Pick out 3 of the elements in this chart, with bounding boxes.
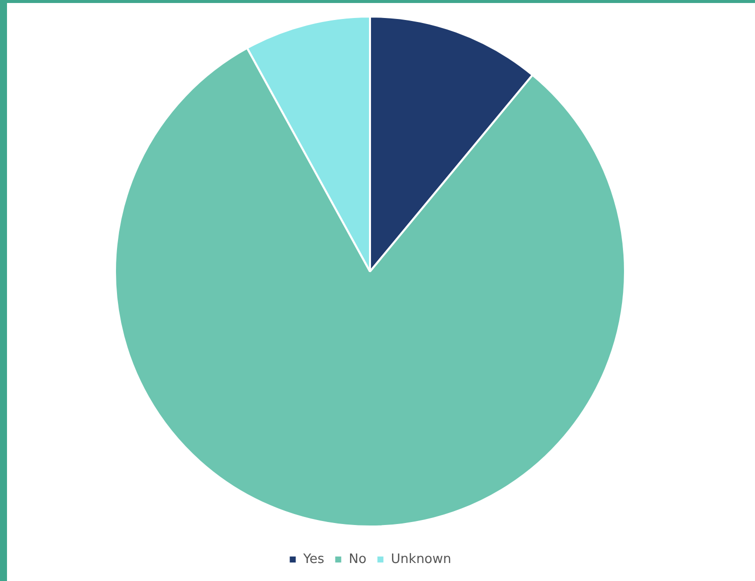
legend-label: Yes: [302, 552, 324, 567]
legend-label: Unknown: [390, 552, 452, 567]
legend-label: No: [348, 552, 366, 567]
